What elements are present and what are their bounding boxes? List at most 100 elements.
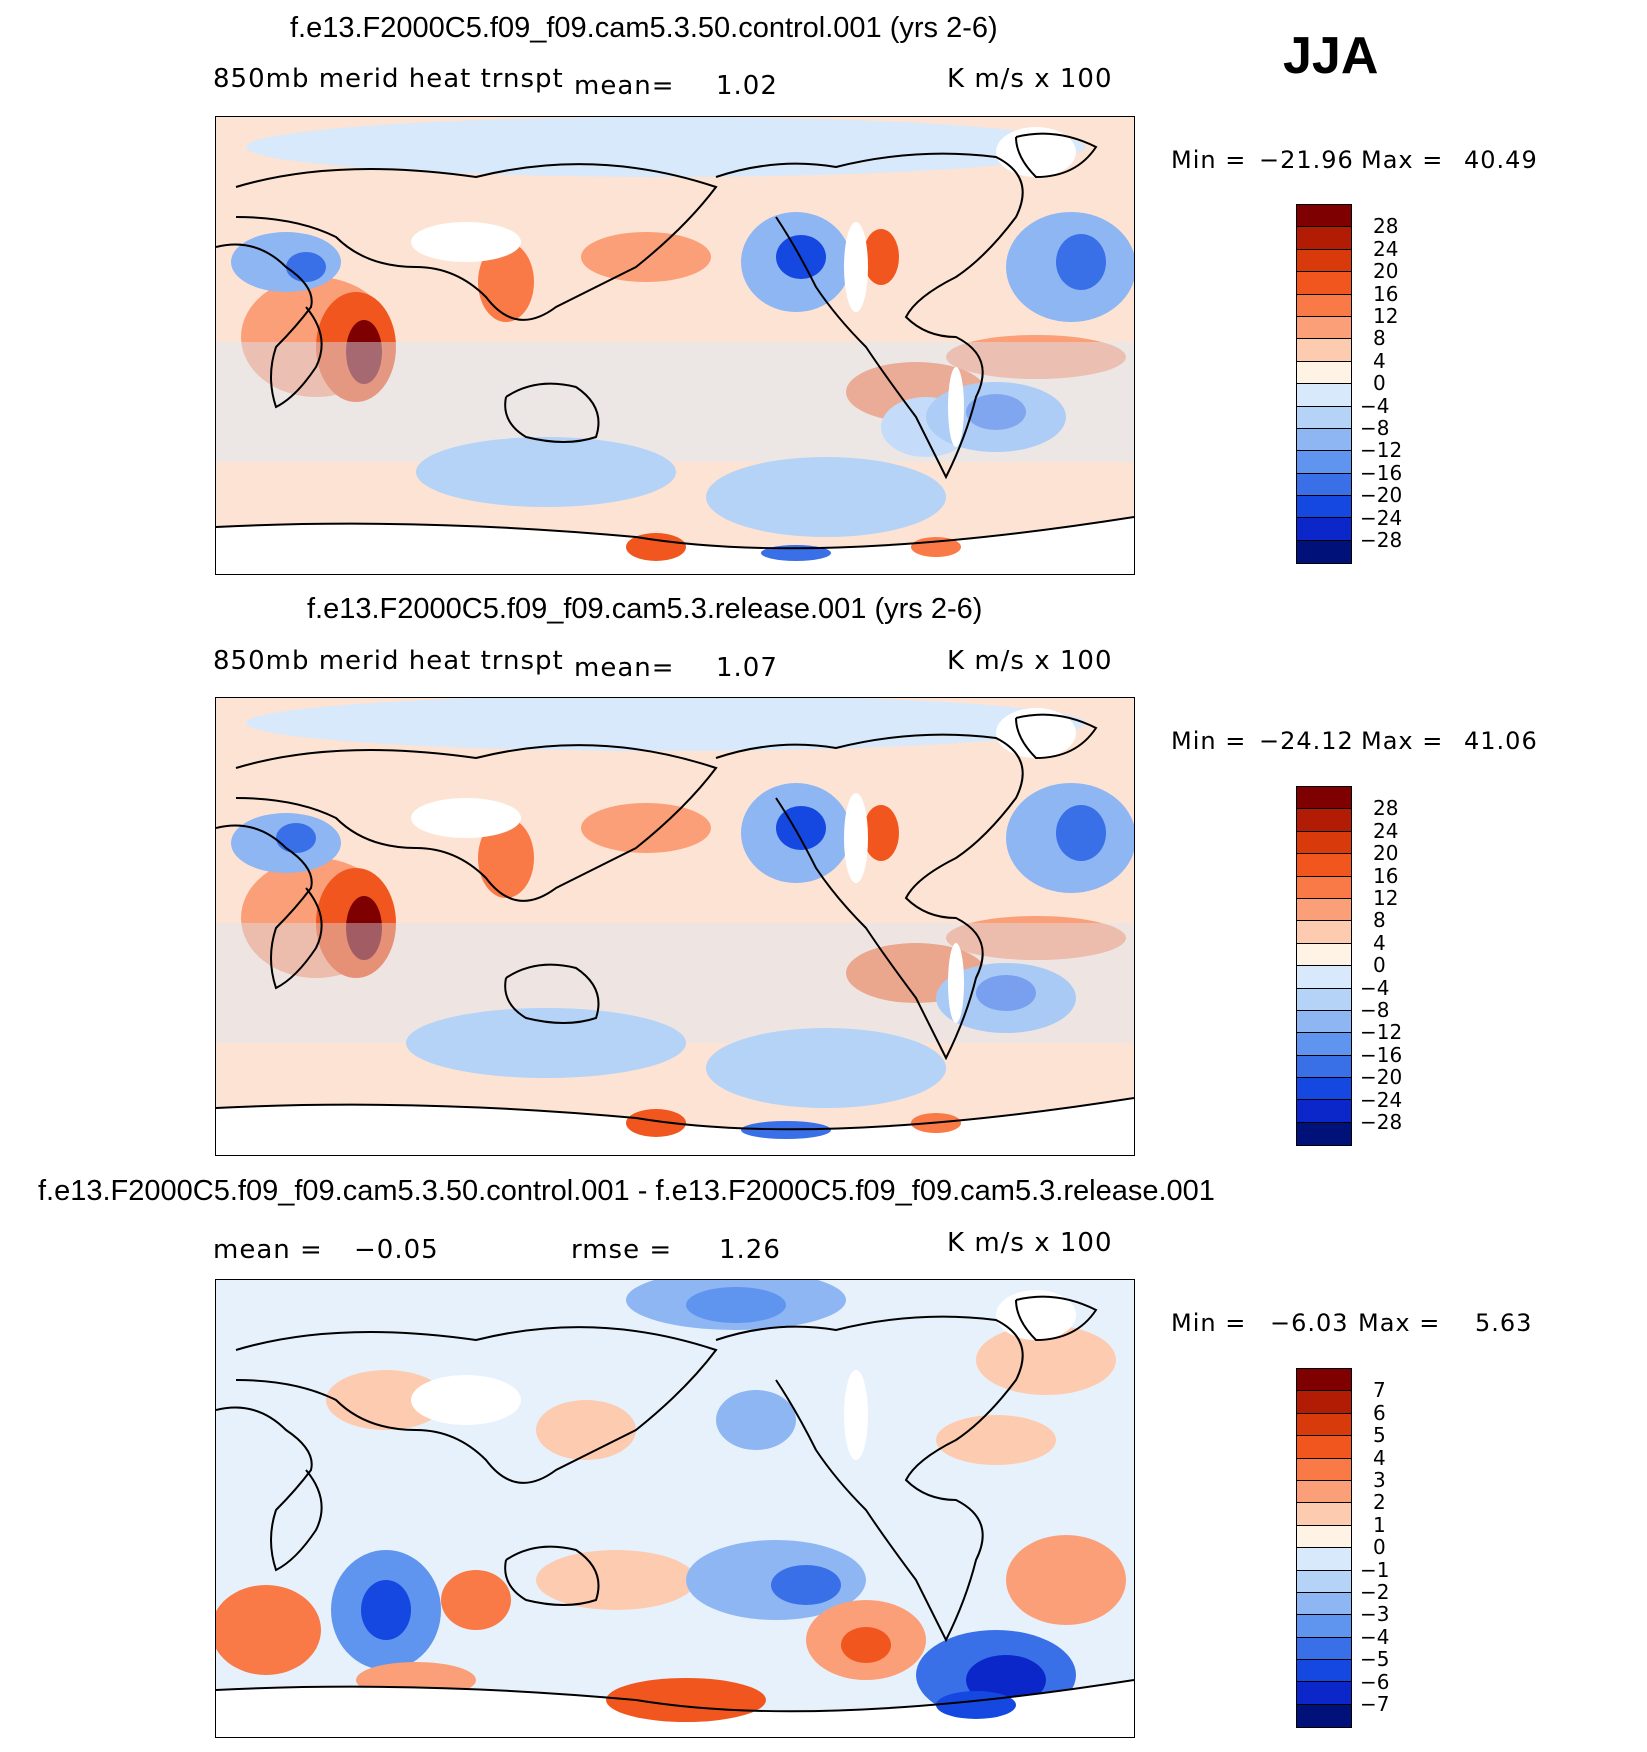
colorbar-tick-label: 0	[1373, 371, 1386, 396]
panel-3-rmse-label: rmse =	[571, 1235, 673, 1265]
panel-1-min-label: Min =	[1171, 146, 1247, 174]
colorbar-swatch	[1297, 272, 1351, 295]
colorbar-tick-label: −6	[1360, 1669, 1390, 1694]
colorbar-tick-label: −4	[1360, 975, 1390, 1000]
colorbar-tick-label: 7	[1373, 1378, 1386, 1403]
colorbar-swatch	[1297, 1055, 1351, 1079]
colorbar-tick-label: 28	[1373, 796, 1399, 821]
colorbar-tick-label: −4	[1360, 1624, 1390, 1649]
panel-1-variable: 850mb merid heat trnspt	[213, 64, 564, 94]
colorbar-tick-label: −24	[1360, 1087, 1403, 1112]
colorbar-swatch	[1297, 1704, 1351, 1728]
colorbar-tick-label: −7	[1360, 1692, 1390, 1716]
colorbar-swatch	[1297, 205, 1351, 228]
panel-1-units: K m/s x 100	[947, 64, 1113, 94]
colorbar-tick-label: 28	[1373, 214, 1399, 239]
colorbar-tick-label: −3	[1360, 1602, 1390, 1627]
colorbar-tick-label: 0	[1373, 953, 1386, 978]
panel-1-map	[215, 116, 1135, 575]
colorbar-swatch	[1297, 1503, 1351, 1526]
colorbar-swatch	[1297, 1458, 1351, 1481]
colorbar-swatch	[1297, 898, 1351, 922]
colorbar-swatch	[1297, 854, 1351, 877]
colorbar-tick-label: 1	[1373, 1512, 1386, 1537]
colorbar-tick-label: −2	[1360, 1580, 1390, 1604]
colorbar-tick-label: 8	[1373, 326, 1386, 351]
colorbar-swatch	[1297, 809, 1351, 832]
colorbar-swatch	[1297, 339, 1351, 362]
panel-3-min-value: −6.03	[1270, 1309, 1349, 1337]
colorbar-swatch	[1297, 1570, 1351, 1593]
panel-3-min-label: Min =	[1171, 1309, 1247, 1337]
panel-2-mean-label: mean=	[574, 653, 675, 683]
panel-3-title: f.e13.F2000C5.f09_f09.cam5.3.50.control.…	[38, 1175, 1215, 1207]
colorbar-swatch	[1297, 1436, 1351, 1459]
colorbar-swatch	[1297, 451, 1351, 474]
panel-3-rmse-value: 1.26	[719, 1235, 781, 1265]
colorbar-tick-label: 5	[1373, 1423, 1386, 1448]
colorbar-tick-label: 20	[1373, 259, 1399, 284]
colorbar-tick-label: −5	[1360, 1647, 1390, 1672]
colorbar-swatch	[1297, 1033, 1351, 1056]
panel-3-max-value: 5.63	[1475, 1309, 1533, 1337]
colorbar-tick-label: −1	[1360, 1557, 1390, 1582]
colorbar-swatch	[1297, 1592, 1351, 1616]
colorbar-swatch	[1297, 294, 1351, 317]
colorbar-swatch	[1297, 406, 1351, 429]
panel-3-map	[215, 1279, 1135, 1738]
colorbar-tick-label: −24	[1360, 505, 1403, 530]
panel-1-mean-value: 1.02	[716, 71, 778, 101]
colorbar-swatch	[1297, 1548, 1351, 1571]
panel-3-max-label: Max =	[1358, 1309, 1441, 1337]
colorbar-tick-label: 16	[1373, 863, 1399, 888]
colorbar-tick-label: −12	[1360, 438, 1403, 463]
colorbar-tick-label: 24	[1373, 236, 1399, 261]
panel-2-field	[216, 698, 1134, 1155]
colorbar-swatch	[1297, 316, 1351, 340]
panel-3-colorbar	[1296, 1368, 1352, 1729]
colorbar-tick-label: −12	[1360, 1020, 1403, 1045]
panel-3-field	[216, 1280, 1134, 1737]
colorbar-swatch	[1297, 473, 1351, 497]
colorbar-swatch	[1297, 1525, 1351, 1549]
colorbar-swatch	[1297, 988, 1351, 1011]
panel-1-colorbar	[1296, 204, 1352, 565]
colorbar-tick-label: 6	[1373, 1400, 1386, 1425]
colorbar-tick-label: −20	[1360, 1065, 1403, 1090]
panel-3-mean-value: −0.05	[354, 1235, 439, 1265]
colorbar-swatch	[1297, 249, 1351, 273]
panel-1-mean-label: mean=	[574, 71, 675, 101]
colorbar-tick-label: 12	[1373, 886, 1399, 910]
colorbar-tick-label: 3	[1373, 1468, 1386, 1492]
colorbar-tick-label: −16	[1360, 460, 1403, 485]
panel-1-min-value: −21.96	[1259, 146, 1354, 174]
colorbar-tick-label: 4	[1373, 348, 1386, 373]
colorbar-swatch	[1297, 428, 1351, 452]
colorbar-tick-label: 2	[1373, 1490, 1386, 1515]
colorbar-swatch	[1297, 518, 1351, 541]
colorbar-tick-label: −16	[1360, 1042, 1403, 1067]
panel-2-mean-value: 1.07	[716, 653, 778, 683]
colorbar-tick-label: 24	[1373, 818, 1399, 843]
colorbar-swatch	[1297, 540, 1351, 564]
colorbar-tick-label: 0	[1373, 1535, 1386, 1560]
colorbar-swatch	[1297, 1100, 1351, 1123]
panel-2-title: f.e13.F2000C5.f09_f09.cam5.3.release.001…	[307, 593, 983, 625]
colorbar-tick-label: −28	[1360, 528, 1403, 552]
colorbar-tick-label: 16	[1373, 281, 1399, 306]
panel-2-units: K m/s x 100	[947, 646, 1113, 676]
colorbar-swatch	[1297, 1660, 1351, 1683]
colorbar-swatch	[1297, 1078, 1351, 1101]
colorbar-tick-label: 4	[1373, 930, 1386, 955]
colorbar-tick-label: 20	[1373, 841, 1399, 866]
colorbar-tick-label: 8	[1373, 908, 1386, 933]
panel-1-title: f.e13.F2000C5.f09_f09.cam5.3.50.control.…	[290, 12, 998, 44]
panel-2-variable: 850mb merid heat trnspt	[213, 646, 564, 676]
colorbar-swatch	[1297, 831, 1351, 855]
colorbar-tick-label: −8	[1360, 416, 1390, 440]
colorbar-swatch	[1297, 1615, 1351, 1638]
panel-2-min-label: Min =	[1171, 727, 1247, 755]
colorbar-swatch	[1297, 1369, 1351, 1392]
colorbar-swatch	[1297, 943, 1351, 967]
colorbar-swatch	[1297, 1682, 1351, 1705]
